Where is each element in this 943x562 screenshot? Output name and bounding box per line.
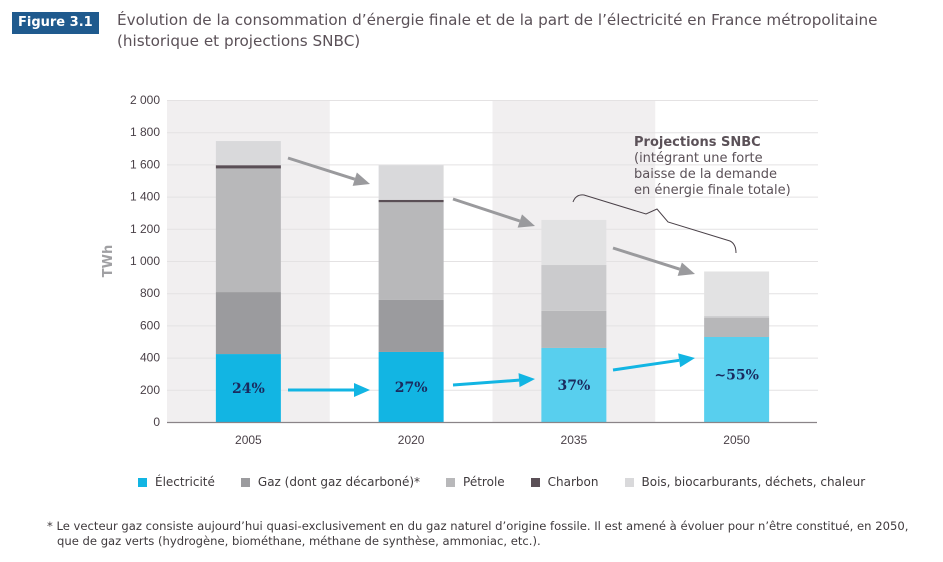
y-tick-label: 400 [140,351,160,365]
trend-arrows [287,156,695,397]
y-axis-label: TWh [101,245,116,277]
bars [215,141,770,422]
y-tick-label: 1 600 [130,157,160,171]
legend: Électricité Gaz (dont gaz décarboné)* Pétr… [138,475,891,489]
bar-2005-gaz [215,292,281,355]
x-tick-label: 2005 [235,433,262,447]
bar-2020-pétrole [378,202,444,300]
legend-swatch [138,477,147,487]
arrow-total-2020-2035 [452,197,535,228]
figure-title-line1: Évolution de la consommation d’énergie f… [117,11,878,29]
legend-item: Pétrole [446,475,505,489]
figure-badge: Figure 3.1 [12,12,99,34]
arrow-elec-2035-2050 [612,353,695,372]
legend-item: Bois, biocarburants, déchets, chaleur [624,475,866,489]
bar-2020-gaz [378,299,444,352]
stacked-bar-chart: 0 200 400 600 800 1 000 1 200 1 400 1 600 1 800 2 … [101,93,818,447]
y-tick-label: 1 800 [130,125,160,139]
legend-item: Gaz (dont gaz décarboné)* [240,475,421,489]
bar-2050-électricité [704,336,770,422]
electricity-share-label: ~55% [714,367,759,383]
arrow-total-2035-2050 [612,246,695,276]
bar-2050-pétrole [704,316,770,318]
legend-item: Électricité [138,475,215,489]
bar-2035-gaz [541,310,607,348]
arrow-elec-2020-2035 [452,373,535,388]
annotation-line-2: baisse de la demande [634,167,777,182]
bar-2005-charbon [215,165,281,169]
bar-2020-électricité [378,351,444,422]
arrow-elec-2005-2020 [288,383,370,397]
y-tick-label: 200 [140,383,160,397]
x-tick-label: 2020 [398,433,425,447]
bar-2005-bois [215,141,281,166]
x-axis-labels: 2005 2020 2035 2050 [235,433,750,447]
bar-2020-charbon [378,199,444,203]
footnote: * Le vecteur gaz consiste aujourd’hui qu… [47,519,937,549]
bar-2050-gaz [704,317,770,337]
legend-item: Charbon [530,475,599,489]
figure-title-line2: (historique et projections SNBC) [117,32,361,50]
arrow-total-2005-2020 [287,156,370,186]
electricity-share-label: 24% [232,381,265,397]
bar-2020-bois [378,165,444,200]
footnote-line2: que de gaz verts (hydrogène, biométhane,… [57,534,541,548]
bar-2035-électricité [541,347,607,422]
y-tick-label: 1 400 [130,190,160,204]
y-tick-label: 1 000 [130,254,160,268]
annotation-line-1: (intégrant une forte [634,151,763,166]
bar-2050-bois [704,271,770,317]
bar-2005-électricité [215,354,281,422]
electricity-share-label: 27% [395,380,428,396]
electricity-share-labels: 24% 27% 37% ~55% [232,367,759,397]
legend-label: Électricité [155,475,215,489]
y-tick-label: 2 000 [130,93,160,107]
footnote-line1: * Le vecteur gaz consiste aujourd’hui qu… [47,519,909,533]
legend-swatch [530,477,540,487]
electricity-share-label: 37% [557,378,590,394]
y-axis-ticks: 0 200 400 600 800 1 000 1 200 1 400 1 600 1 800 2 … [130,93,160,429]
y-tick-label: 600 [140,318,160,332]
bar-2035-bois [541,219,607,266]
y-tick-label: 1 200 [130,222,160,236]
legend-label: Pétrole [463,475,505,489]
annotation-brace [572,194,737,254]
legend-swatch [624,477,634,487]
bar-2005-pétrole [215,168,281,293]
snbc-annotation: Projections SNBC (intégrant une forte ba… [572,135,791,254]
y-tick-label: 0 [153,415,160,429]
legend-label: Bois, biocarburants, déchets, chaleur [641,475,866,489]
legend-swatch [446,477,456,487]
annotation-line-3: en énergie finale totale) [634,183,791,198]
figure-title: Évolution de la consommation d’énergie f… [117,10,937,52]
legend-swatch [240,477,250,487]
y-tick-label: 800 [140,286,160,300]
bar-2035-pétrole [541,265,607,311]
x-tick-label: 2035 [561,433,588,447]
annotation-title: Projections SNBC [634,135,761,150]
legend-label: Gaz (dont gaz décarboné)* [257,475,421,489]
x-tick-label: 2050 [723,433,750,447]
legend-label: Charbon [547,475,599,489]
